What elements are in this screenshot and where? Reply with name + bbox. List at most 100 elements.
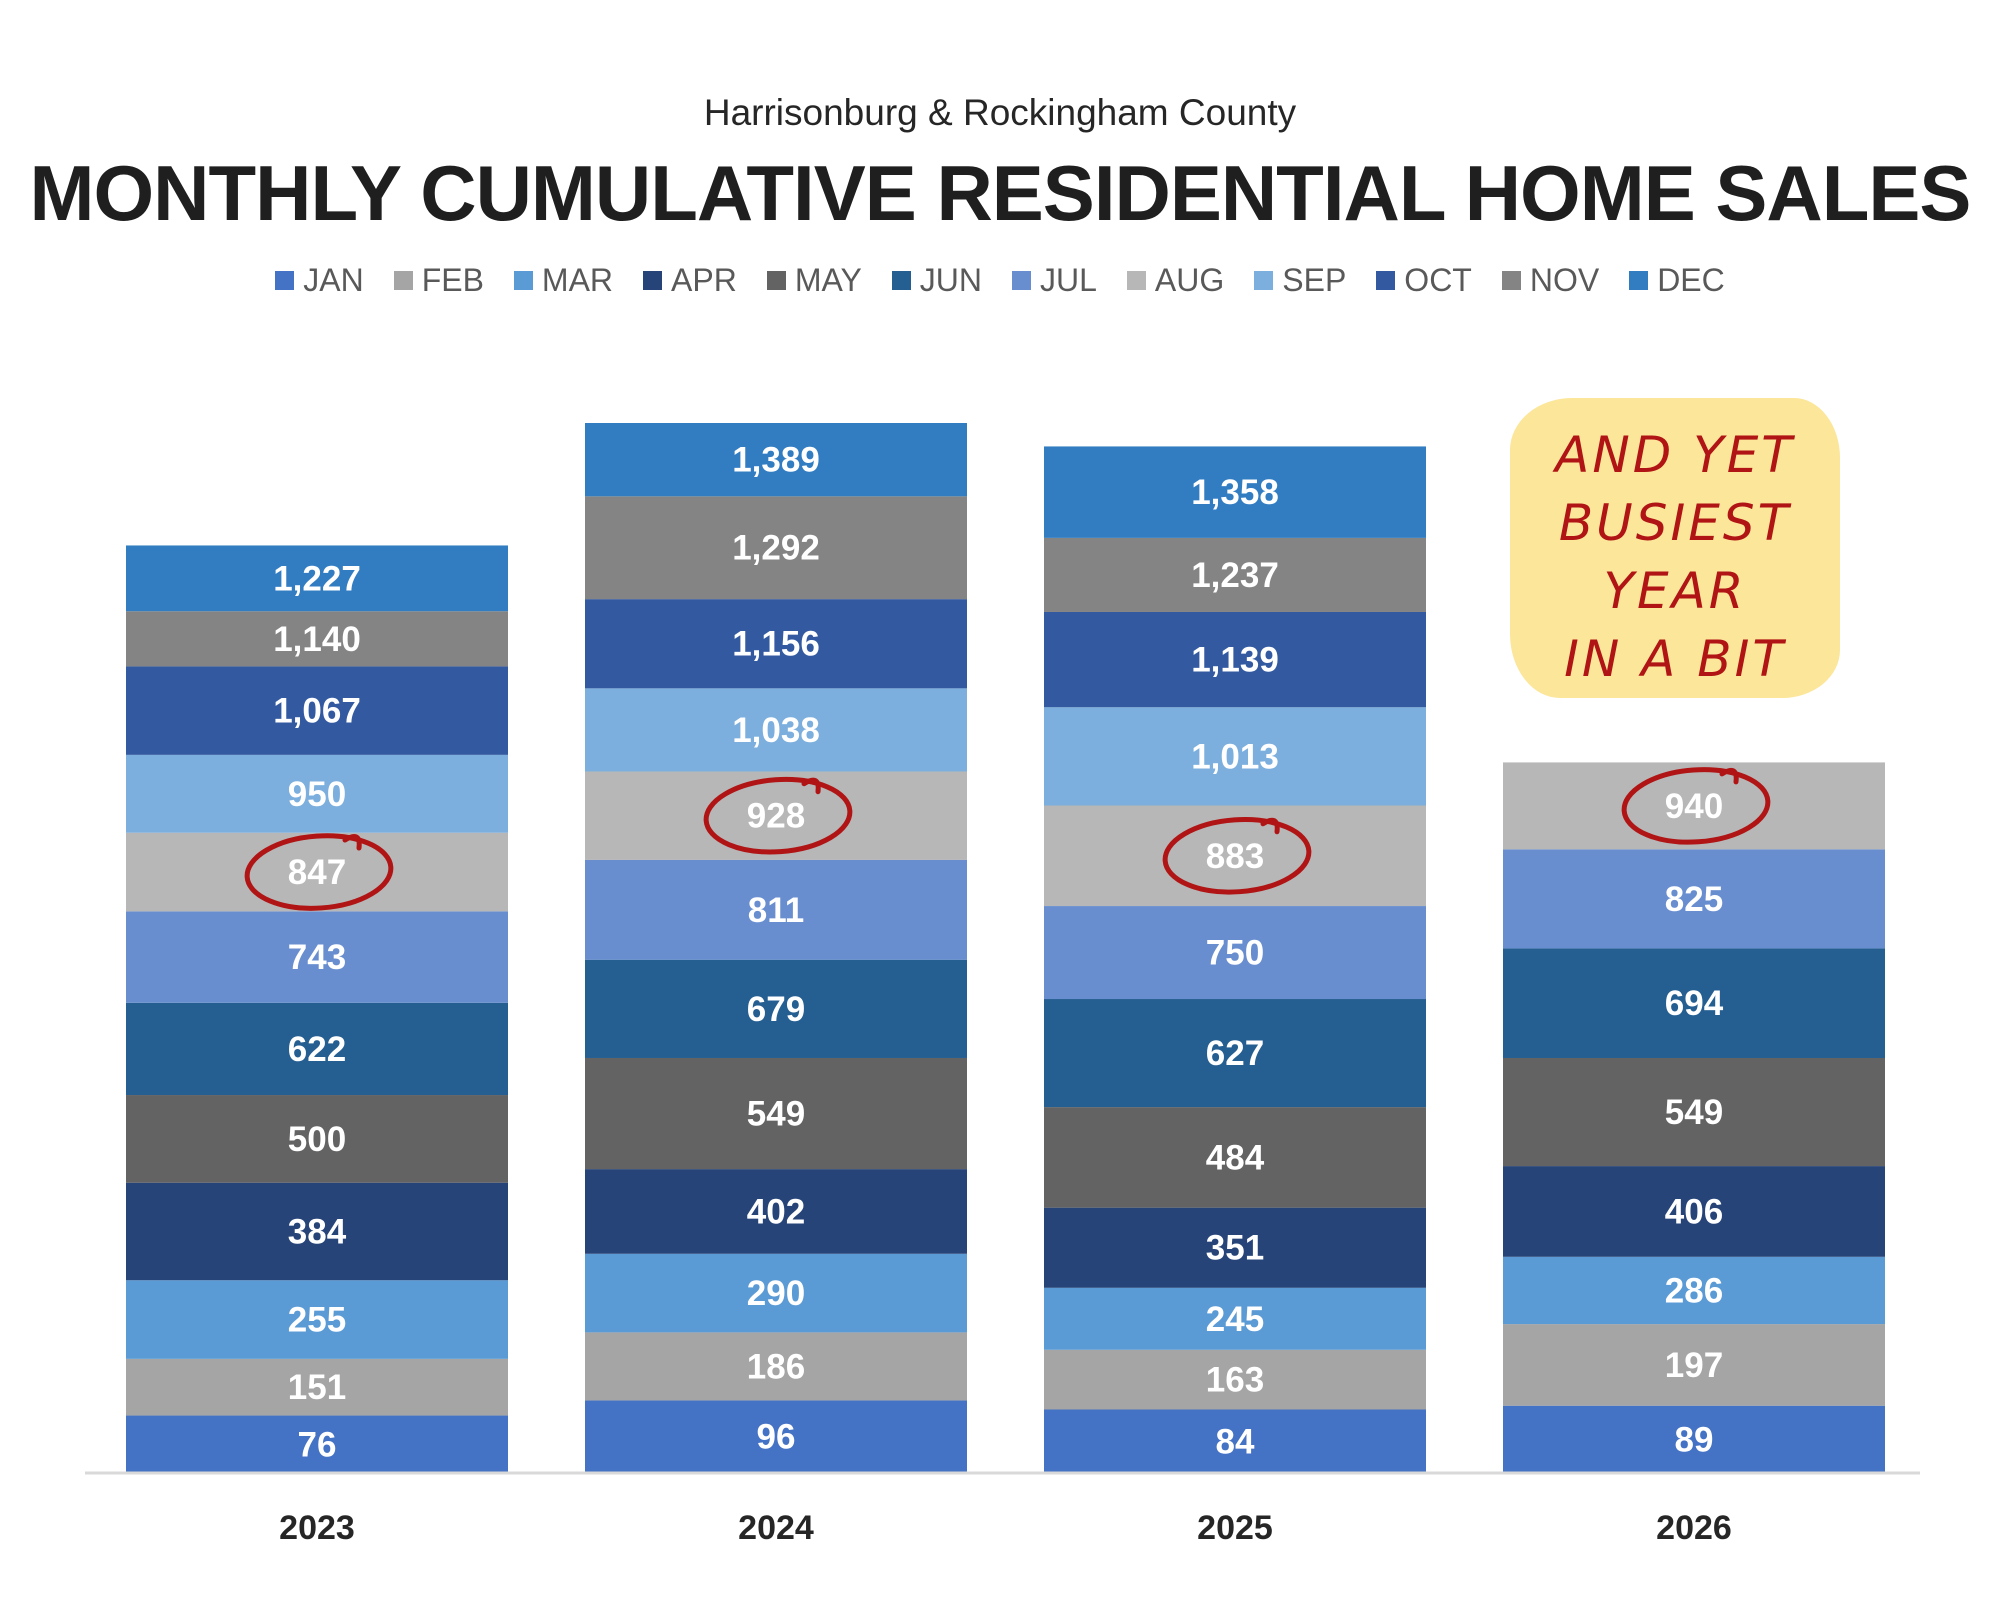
- data-label: 928: [747, 797, 805, 836]
- bar-segment-2026-feb: [1503, 1324, 1885, 1406]
- data-label: 1,237: [1191, 556, 1279, 595]
- bar-segment-2025-apr: [1044, 1207, 1426, 1288]
- legend-label: JUN: [919, 262, 983, 298]
- data-label: 406: [1665, 1192, 1723, 1231]
- bar-segment-2024-nov: [585, 496, 967, 600]
- legend-swatch: [275, 271, 295, 290]
- highlight-circle: [703, 776, 853, 855]
- bar-segment-2023-oct: [126, 666, 508, 755]
- bar-segment-2023-jan: [126, 1415, 508, 1473]
- data-label: 186: [747, 1347, 805, 1386]
- legend-label: NOV: [1529, 262, 1600, 298]
- bar-segment-2023-feb: [126, 1358, 508, 1416]
- data-label: 89: [1675, 1420, 1714, 1459]
- legend-swatch: [1376, 271, 1396, 290]
- data-label: 84: [1216, 1422, 1255, 1461]
- annotation-line: BUSIEST: [1558, 494, 1792, 552]
- bar-segment-2026-jul: [1503, 849, 1885, 949]
- bar-segment-2026-jan: [1503, 1405, 1885, 1473]
- bar-segment-2024-mar: [585, 1253, 967, 1333]
- annotation-line: YEAR: [1603, 562, 1747, 620]
- legend-label: JUL: [1040, 262, 1097, 298]
- data-label: 1,139: [1191, 641, 1279, 680]
- bar-segment-2025-mar: [1044, 1287, 1426, 1350]
- bar-segment-2024-aug: [585, 771, 967, 860]
- data-label: 1,358: [1191, 473, 1279, 512]
- bar-segment-2025-nov: [1044, 537, 1426, 612]
- bar-segment-2025-sep: [1044, 707, 1426, 806]
- data-label: 290: [747, 1274, 805, 1313]
- legend-item-feb: FEB: [393, 262, 484, 299]
- legend-label: MAR: [541, 262, 614, 298]
- legend-label: AUG: [1154, 262, 1225, 298]
- bar-segment-2026-aug: [1503, 762, 1885, 850]
- bar-segment-2024-sep: [585, 688, 967, 772]
- data-label: 549: [1665, 1093, 1723, 1132]
- bar-segment-2024-jun: [585, 959, 967, 1058]
- legend-swatch: [1501, 271, 1521, 290]
- data-label: 500: [288, 1120, 346, 1159]
- bar-segment-2026-mar: [1503, 1256, 1885, 1325]
- bar-segment-2023-nov: [126, 611, 508, 667]
- data-label: 1,013: [1191, 737, 1279, 776]
- bar-segment-2026-jun: [1503, 948, 1885, 1058]
- highlight-circle-tail: [1719, 767, 1739, 785]
- bar-segment-2026-may: [1503, 1057, 1885, 1167]
- legend-swatch: [393, 271, 413, 290]
- data-label: 950: [288, 775, 346, 814]
- bar-segment-2023-apr: [126, 1182, 508, 1281]
- chart-subtitle: Harrisonburg & Rockingham County: [703, 92, 1297, 133]
- bar-segment-2024-oct: [585, 599, 967, 689]
- bar-segment-2025-feb: [1044, 1349, 1426, 1410]
- legend-swatch: [513, 271, 533, 290]
- annotation-note: AND YET BUSIEST YEAR IN A BIT: [1510, 398, 1840, 698]
- legend-item-may: MAY: [766, 262, 862, 299]
- data-label: 484: [1206, 1138, 1265, 1177]
- highlight-circle-tail: [342, 833, 362, 851]
- legend-item-sep: SEP: [1254, 262, 1346, 299]
- data-label: 1,067: [273, 692, 361, 731]
- bar-segment-2025-jun: [1044, 999, 1426, 1108]
- data-label: 750: [1206, 934, 1264, 973]
- annotation-line: IN A BIT: [1564, 630, 1786, 688]
- data-label: 940: [1665, 787, 1723, 826]
- bar-segment-2024-dec: [585, 423, 967, 497]
- x-tick-label: 2023: [279, 1509, 355, 1547]
- legend-label: OCT: [1404, 262, 1472, 298]
- bar-segment-2025-oct: [1044, 611, 1426, 708]
- legend-item-jul: JUL: [1012, 262, 1097, 299]
- data-label: 883: [1206, 837, 1264, 876]
- bar-segment-2023-mar: [126, 1280, 508, 1359]
- bar-segment-2025-jan: [1044, 1409, 1426, 1473]
- bar-segment-2023-aug: [126, 832, 508, 912]
- chart-title: MONTHLY CUMULATIVE RESIDENTIAL HOME SALE…: [29, 149, 1972, 237]
- bar-segment-2023-jun: [126, 1002, 508, 1096]
- legend-swatch: [643, 271, 663, 290]
- legend-swatch: [766, 271, 786, 290]
- data-label: 96: [757, 1418, 796, 1457]
- data-label: 1,227: [273, 559, 361, 598]
- legend-item-jan: JAN: [275, 262, 364, 299]
- highlight-circle: [1621, 767, 1771, 845]
- data-label: 622: [288, 1030, 346, 1069]
- x-tick-label: 2025: [1197, 1509, 1273, 1547]
- x-tick-label: 2026: [1656, 1509, 1732, 1547]
- legend-item-aug: AUG: [1126, 262, 1225, 299]
- highlight-circle: [244, 833, 394, 911]
- legend-item-dec: DEC: [1629, 262, 1725, 299]
- legend-label: MAY: [794, 262, 862, 298]
- data-label: 245: [1206, 1300, 1264, 1339]
- bar-segment-2026-apr: [1503, 1166, 1885, 1257]
- bar-segment-2023-jul: [126, 911, 508, 1003]
- highlight-circle-tail: [1260, 817, 1280, 835]
- legend-swatch: [1126, 271, 1146, 290]
- bar-segment-2024-may: [585, 1057, 967, 1170]
- data-label: 402: [747, 1192, 805, 1231]
- highlight-circle-tail: [801, 777, 821, 795]
- data-label: 76: [298, 1425, 337, 1464]
- legend-swatch: [1012, 271, 1032, 290]
- annotation-background: [1510, 398, 1840, 698]
- data-label: 351: [1206, 1229, 1264, 1268]
- bar-segment-2023-dec: [126, 545, 508, 612]
